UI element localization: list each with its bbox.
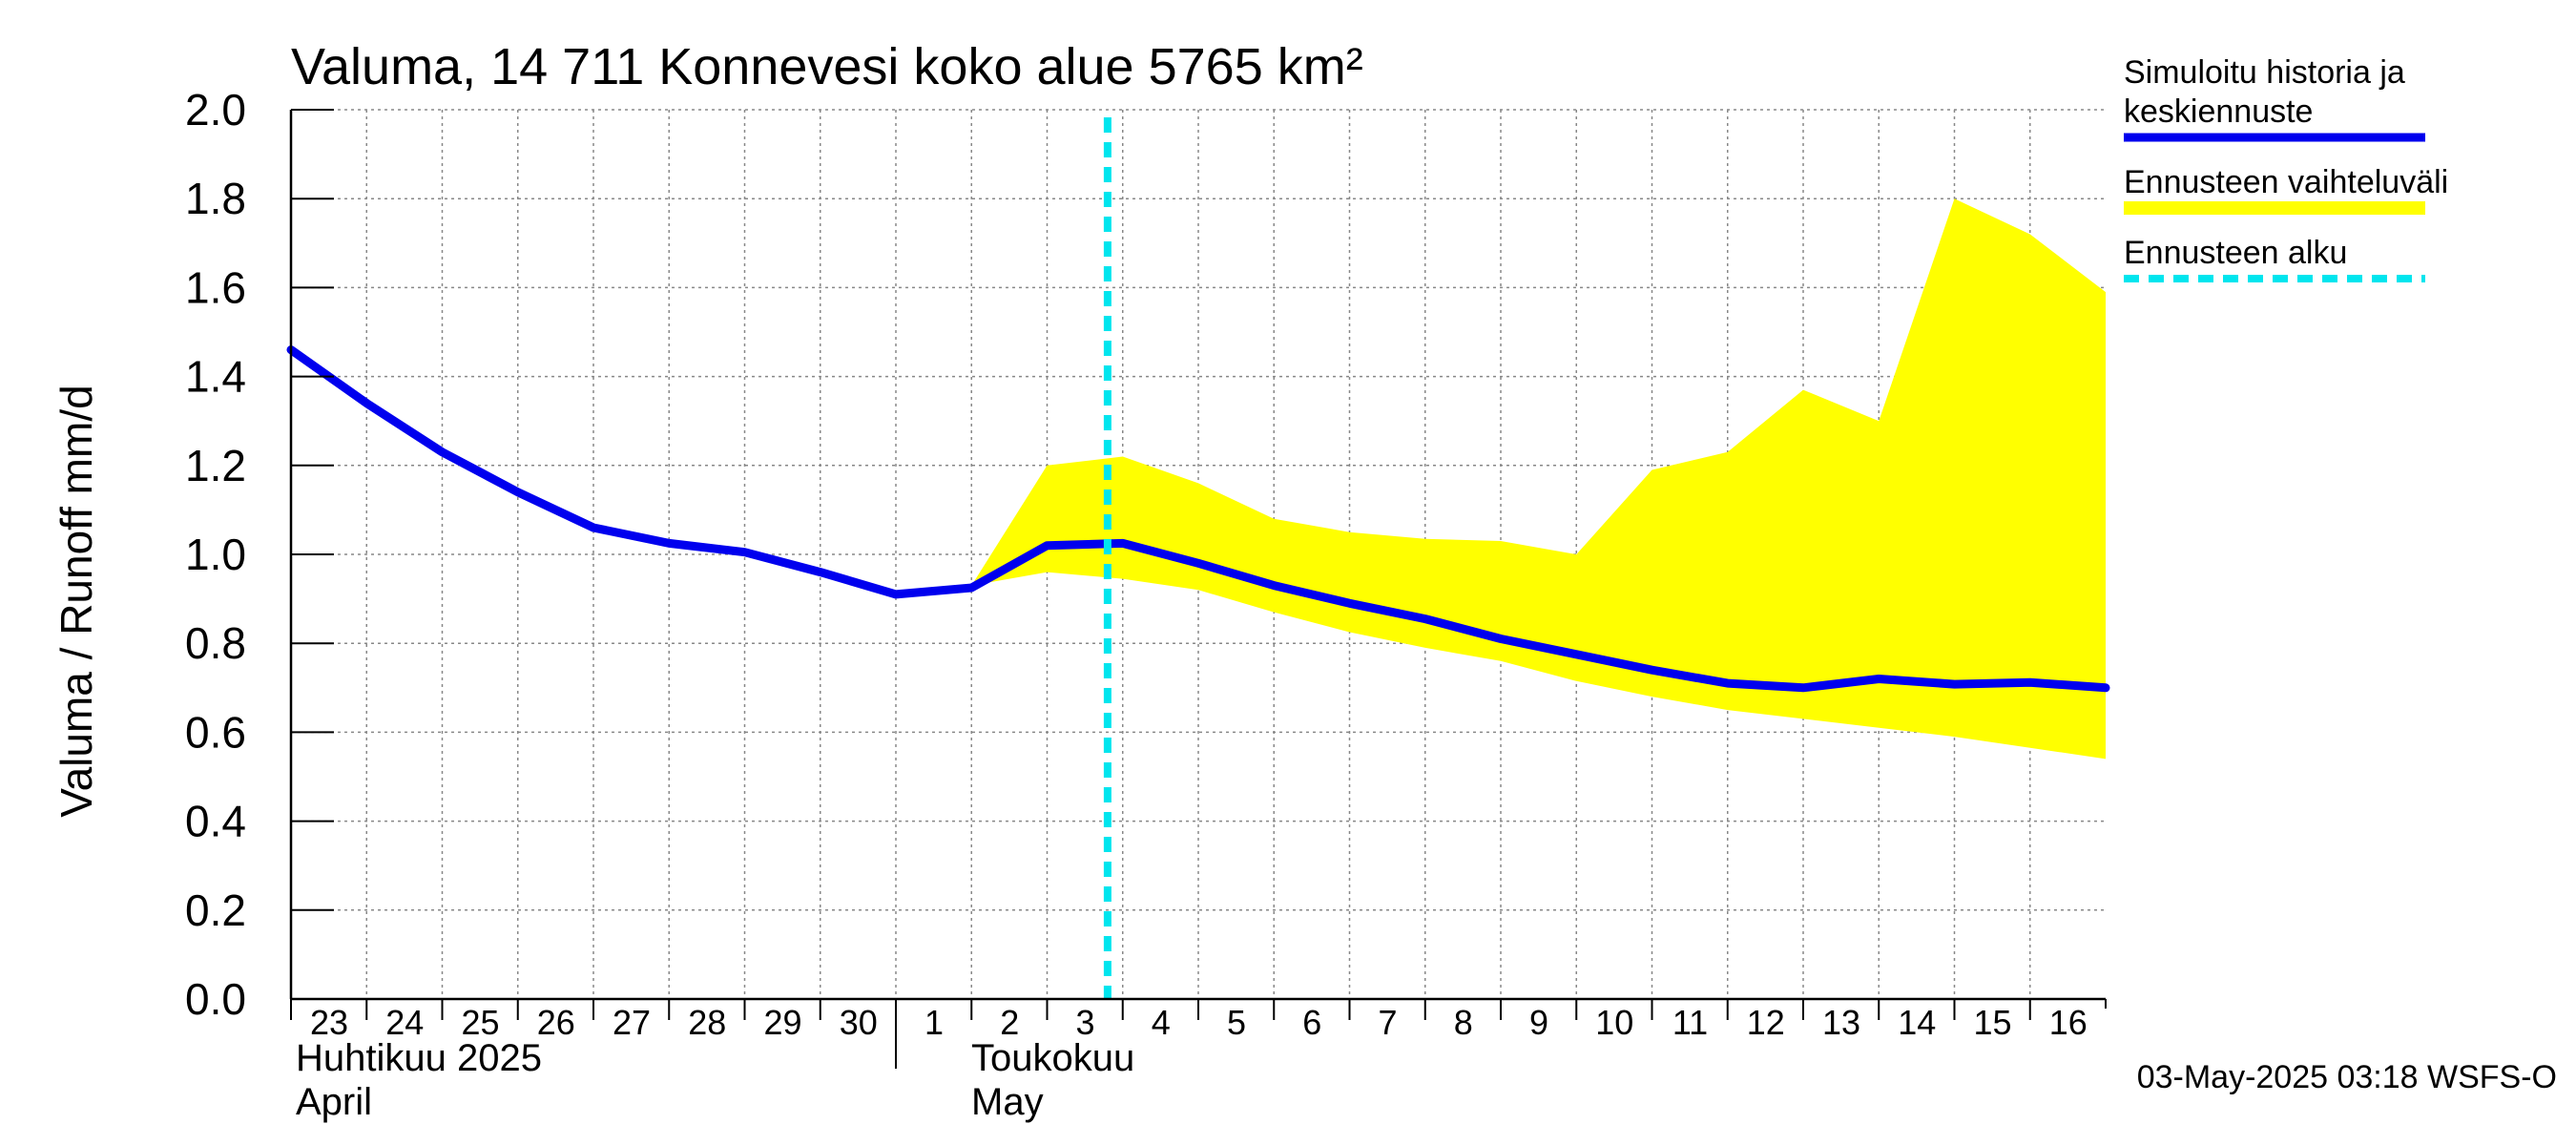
forecast-range-band — [971, 198, 2106, 760]
legend-history-label-1: Simuloitu historia ja — [2124, 54, 2405, 91]
x-tick-label: 15 — [1973, 1003, 2011, 1042]
x-tick-label: 28 — [688, 1003, 726, 1042]
axes — [289, 109, 2107, 1069]
x-tick-label: 25 — [461, 1003, 499, 1042]
x-tick-label: 23 — [310, 1003, 348, 1042]
y-tick-label: 0.2 — [185, 885, 246, 935]
month-label-april-fi: Huhtikuu 2025 — [296, 1037, 542, 1079]
x-tick-label: 9 — [1529, 1003, 1548, 1042]
x-tick-label: 3 — [1075, 1003, 1094, 1042]
x-tick-label: 14 — [1898, 1003, 1936, 1042]
y-tick-label: 1.4 — [185, 352, 246, 402]
x-tick-label: 6 — [1302, 1003, 1321, 1042]
x-tick-label: 1 — [924, 1003, 944, 1042]
y-tick-label: 0.6 — [185, 707, 246, 757]
x-tick-label: 10 — [1595, 1003, 1633, 1042]
month-label-may-fi: Toukokuu — [971, 1037, 1134, 1079]
x-tick-label: 16 — [2049, 1003, 2088, 1042]
y-tick-label: 0.4 — [185, 797, 246, 846]
x-tick-label: 13 — [1822, 1003, 1860, 1042]
forecast-range-area — [971, 198, 2106, 760]
y-tick-labels: 0.0 0.2 0.4 0.6 0.8 1.0 1.2 1.4 1.6 1.8 2.0 — [185, 85, 246, 1024]
chart-title: Valuma, 14 711 Konnevesi koko alue 5765 … — [291, 38, 1363, 95]
history-line-group — [286, 345, 2110, 693]
x-tick-label: 26 — [537, 1003, 575, 1042]
timestamp: 03-May-2025 03:18 WSFS-O — [2137, 1059, 2557, 1095]
y-tick-label: 0.0 — [185, 974, 246, 1024]
legend: Simuloitu historia ja keskiennuste Ennus… — [2124, 54, 2448, 282]
x-tick-labels: 23 24 25 26 27 28 29 30 1 2 3 4 5 6 7 8 9 10 11 12 13 14 15 16 — [310, 1003, 2088, 1042]
x-tick-label: 27 — [613, 1003, 651, 1042]
legend-history-label-2: keskiennuste — [2124, 94, 2313, 130]
legend-range-label: Ennusteen vaihteluväli — [2124, 164, 2448, 200]
x-tick-label: 11 — [1672, 1003, 1708, 1042]
y-tick-label: 1.2 — [185, 441, 246, 490]
y-tick-label: 0.8 — [185, 618, 246, 668]
x-tick-label: 7 — [1378, 1003, 1397, 1042]
x-tick-label: 24 — [385, 1003, 424, 1042]
y-tick-label: 1.8 — [185, 174, 246, 223]
y-tick-label: 2.0 — [185, 85, 246, 135]
history-line — [286, 345, 2110, 693]
y-tick-label: 1.6 — [185, 262, 246, 312]
x-tick-label: 8 — [1454, 1003, 1473, 1042]
x-tick-label: 12 — [1747, 1003, 1785, 1042]
x-tick-label: 2 — [1000, 1003, 1019, 1042]
x-tick-label: 4 — [1152, 1003, 1171, 1042]
x-tick-label: 30 — [840, 1003, 878, 1042]
month-label-april-en: April — [296, 1081, 372, 1123]
month-label-may-en: May — [971, 1081, 1044, 1123]
grid — [291, 109, 2106, 999]
legend-start-label: Ennusteen alku — [2124, 235, 2347, 271]
x-tick-label: 5 — [1227, 1003, 1246, 1042]
x-tick-label: 29 — [763, 1003, 801, 1042]
y-tick-label: 1.0 — [185, 530, 246, 579]
y-axis-label: Valuma / Runoff mm/d — [52, 385, 101, 817]
